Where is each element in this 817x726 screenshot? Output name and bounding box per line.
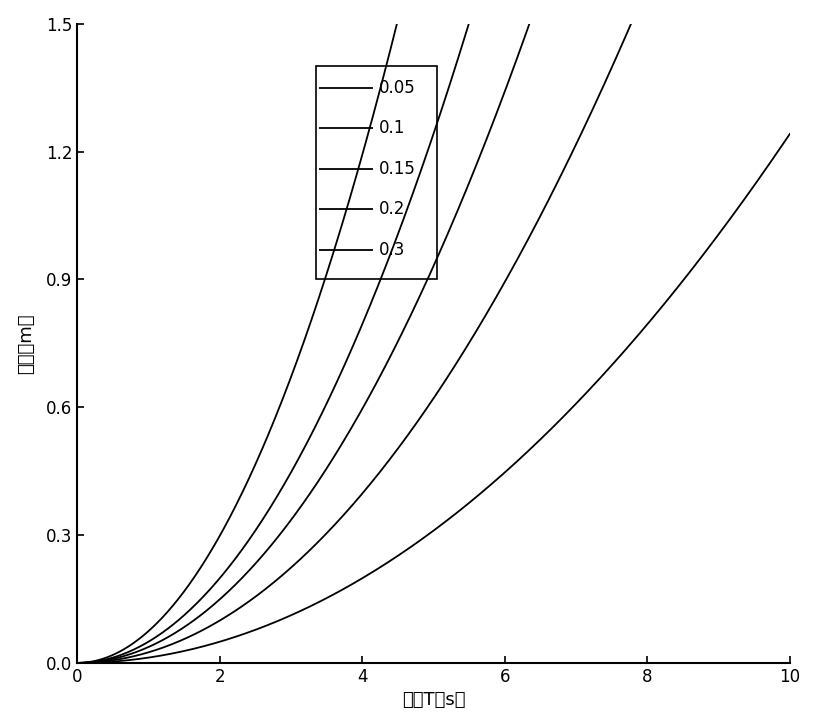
Y-axis label: 位移（m）: 位移（m）	[16, 313, 34, 374]
Text: 0.2: 0.2	[378, 200, 405, 218]
Text: 0.15: 0.15	[378, 160, 416, 178]
X-axis label: 周期T（s）: 周期T（s）	[402, 691, 465, 709]
Text: 0.1: 0.1	[378, 119, 405, 137]
Text: 0.05: 0.05	[378, 78, 415, 97]
Text: 0.3: 0.3	[378, 240, 405, 258]
